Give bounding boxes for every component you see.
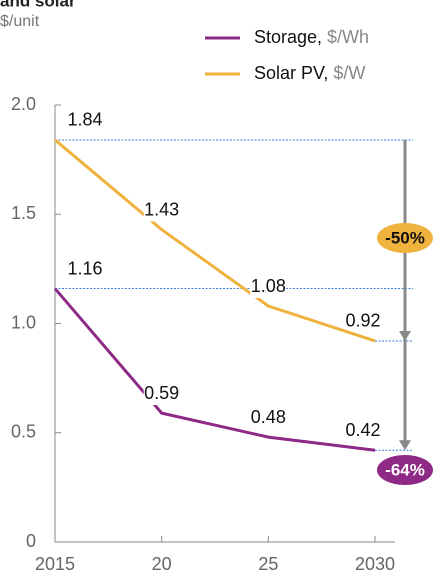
x-tick-label: 2030: [355, 554, 395, 574]
y-tick-label: 2.0: [11, 94, 36, 114]
line-series: [54, 138, 376, 343]
legend-name: Storage,: [254, 27, 322, 47]
legend-label: Storage, $/Wh: [254, 27, 369, 47]
arrow-head: [399, 440, 411, 451]
data-label: 1.08: [251, 276, 286, 296]
line-series: [53, 287, 376, 452]
arrow-head: [399, 330, 411, 341]
data-label: 0.59: [144, 383, 179, 403]
data-label: 1.84: [67, 110, 102, 130]
data-label: 0.48: [251, 407, 286, 427]
annotation-badge: [377, 223, 433, 253]
data-label: 0.42: [345, 420, 380, 440]
label-background: [143, 383, 180, 406]
y-tick-label: 0.5: [11, 422, 36, 442]
annotation-badge: [377, 455, 433, 485]
y-tick-label: 1.5: [11, 203, 36, 223]
y-tick-label: 0: [26, 531, 36, 551]
x-tick-label: 2015: [35, 554, 75, 574]
legend-unit: $/W: [333, 63, 365, 83]
annotation-text: -50%: [385, 228, 425, 247]
legend-label: Solar PV, $/W: [254, 63, 365, 83]
x-tick-label: 20: [152, 554, 172, 574]
legend-name: Solar PV,: [254, 63, 328, 83]
legend-unit: $/Wh: [327, 27, 369, 47]
annotation-text: -64%: [385, 460, 425, 479]
chart-subtitle: $/unit: [0, 13, 40, 30]
label-background: [143, 199, 180, 222]
data-label: 0.92: [345, 311, 380, 331]
data-label: 1.43: [144, 199, 179, 219]
label-background: [250, 276, 287, 299]
chart-title: and solar: [0, 0, 76, 10]
data-label: 1.16: [67, 258, 102, 278]
x-tick-label: 25: [258, 554, 278, 574]
y-tick-label: 1.0: [11, 312, 36, 332]
